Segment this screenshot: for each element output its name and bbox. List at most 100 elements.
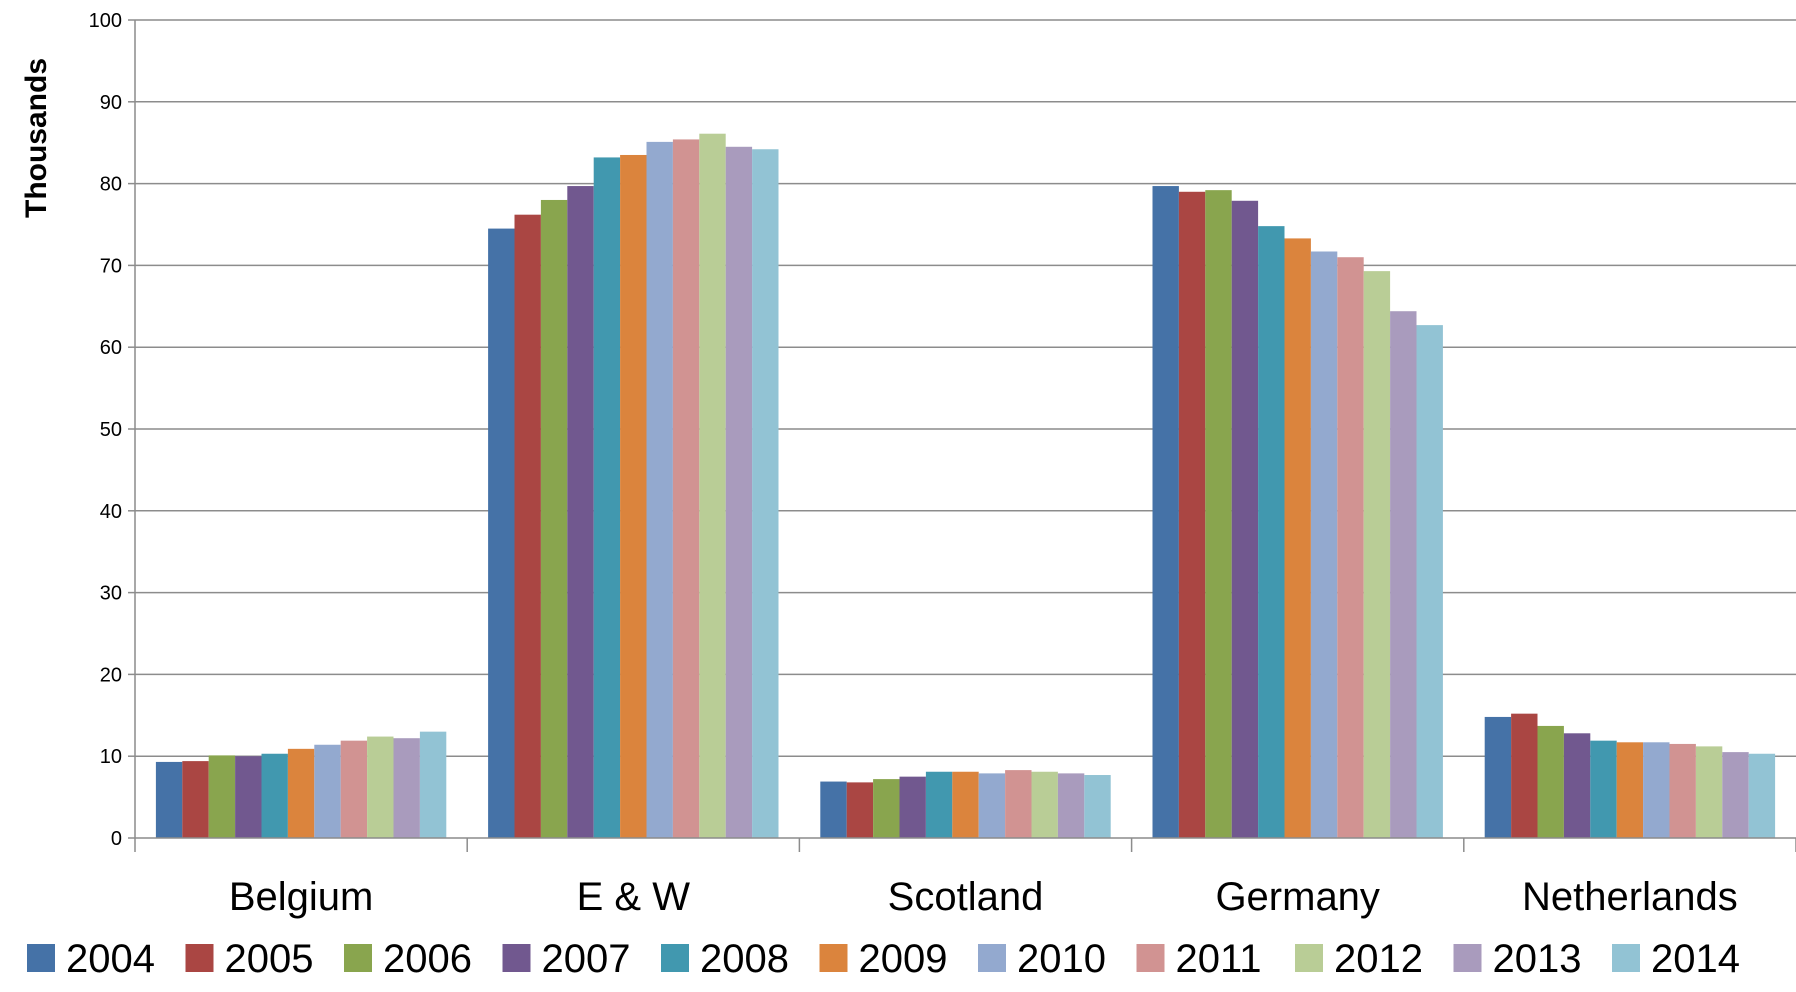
bar	[182, 761, 209, 838]
y-tick-label: 70	[100, 255, 122, 277]
bar	[155, 761, 183, 838]
bar	[925, 771, 953, 838]
legend-item: 2010	[978, 937, 1106, 981]
bar	[314, 744, 341, 838]
x-tick-label: Belgium	[229, 875, 374, 919]
bar	[725, 146, 753, 839]
legend-swatch	[1295, 944, 1323, 972]
y-axis-label: Thousands	[20, 58, 53, 218]
legend-item: 2014	[1612, 937, 1740, 981]
y-tick-label: 10	[100, 746, 122, 768]
legend-swatch	[1453, 944, 1482, 972]
bar	[1484, 716, 1512, 838]
legend-label: 2005	[225, 937, 314, 981]
y-tick-label: 0	[111, 828, 122, 850]
bar	[1416, 325, 1443, 838]
bar	[1152, 186, 1179, 838]
bar	[752, 149, 779, 838]
bar	[235, 756, 262, 838]
bar	[1005, 770, 1032, 838]
bar	[287, 748, 315, 838]
y-tick-label: 80	[100, 174, 122, 196]
legend-item: 2007	[502, 937, 630, 981]
bar	[1748, 753, 1776, 838]
legend-swatch	[978, 944, 1006, 972]
axes	[128, 19, 1796, 852]
bar	[1031, 771, 1058, 838]
bar	[846, 782, 874, 838]
legend-label: 2012	[1334, 937, 1423, 981]
legend-swatch	[344, 944, 372, 972]
x-tick-label: Netherlands	[1522, 875, 1738, 919]
bar	[367, 736, 394, 838]
legend-label: 2013	[1493, 937, 1582, 981]
legend-label: 2011	[1176, 937, 1262, 981]
bar	[419, 731, 447, 838]
bar	[488, 228, 515, 839]
x-tick-label: E & W	[577, 875, 691, 919]
bars	[155, 133, 1776, 839]
bar	[593, 157, 621, 838]
bar	[1231, 200, 1259, 838]
legend-label: 2014	[1651, 937, 1740, 981]
bar	[1284, 238, 1311, 838]
legend-swatch	[185, 944, 214, 972]
bar	[1390, 311, 1417, 838]
bar	[208, 755, 236, 838]
legend-label: 2006	[383, 937, 472, 981]
y-tick-label: 50	[100, 419, 122, 441]
bar	[514, 214, 541, 838]
bar	[1337, 257, 1364, 839]
legend-item: 2004	[27, 937, 155, 981]
bar	[1722, 752, 1749, 838]
bar	[1695, 746, 1723, 838]
bar	[1084, 775, 1111, 838]
legend-item: 2009	[819, 937, 947, 981]
y-tick-labels: 0 10 20 30 40 50 60 70 80 90 100	[89, 10, 122, 850]
bar	[1363, 271, 1391, 839]
legend-swatch	[819, 944, 848, 972]
y-tick-label: 60	[100, 337, 122, 359]
x-tick-label: Germany	[1215, 875, 1380, 919]
bar	[672, 139, 700, 839]
bar	[620, 154, 647, 839]
legend-item: 2005	[185, 937, 314, 981]
bar	[978, 773, 1006, 838]
legend-item: 2011	[1136, 937, 1262, 981]
bar	[540, 199, 568, 838]
bar	[952, 771, 979, 838]
y-tick-label: 90	[100, 92, 122, 114]
bar	[1310, 251, 1338, 838]
legend-item: 2008	[661, 937, 789, 981]
x-tick-label: Scotland	[888, 875, 1044, 919]
legend-item: 2012	[1295, 937, 1423, 981]
bar	[1511, 713, 1538, 838]
bar	[1205, 190, 1232, 839]
legend: 2004 2005 2006 2007 2008 2009 2010 2011 2012 2013…	[27, 937, 1740, 981]
bar	[1643, 742, 1670, 838]
bar	[340, 740, 368, 838]
bar	[1590, 740, 1617, 838]
legend-item: 2006	[344, 937, 472, 981]
legend-swatch	[27, 944, 55, 972]
bar	[567, 186, 594, 838]
legend-swatch	[1612, 944, 1640, 972]
bar	[1669, 743, 1696, 838]
y-tick-label: 30	[100, 583, 122, 605]
bar	[873, 779, 900, 838]
legend-item: 2013	[1453, 937, 1582, 981]
legend-swatch	[661, 944, 689, 972]
bar	[1178, 191, 1206, 838]
bar	[261, 753, 288, 838]
legend-swatch	[502, 944, 531, 972]
y-tick-label: 40	[100, 501, 122, 523]
bar	[899, 776, 926, 838]
bar	[1563, 733, 1591, 838]
gridlines	[135, 19, 1796, 757]
legend-label: 2008	[700, 937, 789, 981]
bar	[1258, 226, 1285, 839]
bar	[699, 133, 726, 838]
y-tick-label: 100	[89, 10, 122, 32]
bar	[1057, 773, 1085, 838]
